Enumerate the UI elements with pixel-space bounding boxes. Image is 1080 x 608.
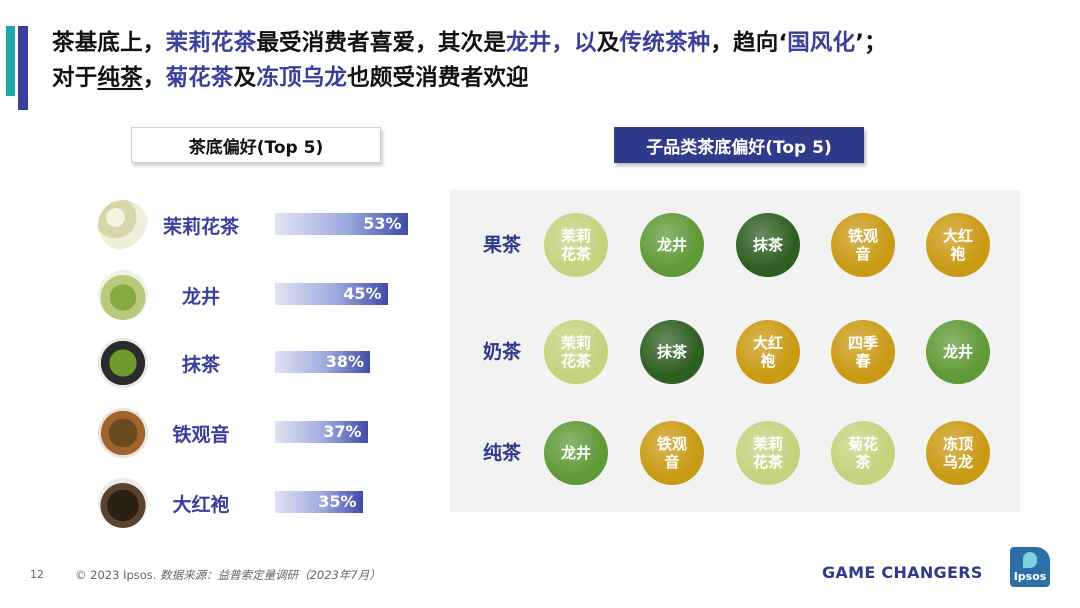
tea-base-circle: 茉莉 花茶 (736, 421, 800, 485)
preference-bar: 35% (275, 491, 363, 513)
tea-base-circle: 茉莉 花茶 (544, 320, 608, 384)
headline-text: 及 (233, 65, 257, 91)
headline-text: 最受消费者喜爱，其次是 (256, 30, 507, 56)
headline-line-2: 对于纯茶，菊花茶及冻顶乌龙也颇受消费者欢迎 (52, 61, 1062, 96)
circle-label: 龙井 (560, 444, 591, 462)
bar-row: 龙井 45% (98, 270, 428, 320)
bar-row: 抹茶 38% (98, 338, 428, 388)
bar-value-label: 35% (318, 492, 357, 511)
tea-base-circle: 铁观音 (831, 213, 895, 277)
tea-base-circle: 冻顶 乌龙 (926, 421, 990, 485)
copyright-text: © 2023 Ipsos. (75, 568, 157, 582)
tea-base-circle: 菊花茶 (831, 421, 895, 485)
page-number: 12 (30, 568, 44, 581)
tea-name-label: 铁观音 (172, 423, 230, 446)
ipsos-logo: Ipsos (1010, 547, 1050, 587)
circle-label: 抹茶 (656, 343, 687, 361)
headline-highlight: 冻顶乌龙 (256, 65, 348, 91)
tea-base-circle: 茉莉 花茶 (544, 213, 608, 277)
circle-label: 茉莉 花茶 (752, 435, 783, 471)
bar-row: 茉莉花茶 53% (98, 200, 428, 250)
tea-base-circle: 龙井 (544, 421, 608, 485)
accent-bar-blue (18, 26, 28, 110)
headline-text: ’； (855, 30, 887, 56)
headline-text: 对于 (52, 65, 98, 91)
tea-name-label: 抹茶 (181, 353, 220, 376)
game-changers-brand: GAME CHANGERS (822, 563, 983, 582)
tea-name-label: 茉莉花茶 (162, 215, 239, 238)
circle-label: 茉莉 花茶 (560, 227, 591, 263)
category-label: 纯茶 (483, 442, 522, 464)
tea-name-label: 大红袍 (172, 493, 230, 516)
circle-label: 龙井 (656, 236, 687, 254)
circle-label: 铁观音 (656, 435, 687, 471)
bar-row: 大红袍 35% (98, 478, 428, 528)
headline-text: ，趋向‘ (710, 30, 788, 56)
bar-value-label: 45% (343, 284, 382, 303)
preference-bar: 37% (275, 421, 368, 443)
headline-text: 茶基底上， (52, 30, 166, 56)
headline-text: ， (142, 65, 166, 91)
tea-base-circle: 龙井 (640, 213, 704, 277)
preference-bar: 53% (275, 213, 408, 235)
bar-value-label: 38% (325, 352, 364, 371)
headline-highlight: 菊花茶 (165, 65, 234, 91)
preference-bar: 38% (275, 351, 370, 373)
jasmine-tea-icon (98, 200, 148, 250)
bar-value-label: 37% (323, 422, 362, 441)
source-text: 数据来源：益普索定量调研（2023年7月） (160, 568, 381, 582)
tea-base-circle: 龙井 (926, 320, 990, 384)
circle-label: 抹茶 (752, 236, 783, 254)
tea-base-circle: 抹茶 (640, 320, 704, 384)
category-label: 奶茶 (483, 341, 522, 363)
circle-label: 冻顶 乌龙 (942, 435, 973, 471)
headline-highlight: 龙井，以 (506, 30, 597, 56)
headline-text: 及 (596, 30, 620, 56)
circle-label: 茉莉 花茶 (560, 334, 591, 370)
circle-label: 大红袍 (752, 334, 783, 370)
preference-bar: 45% (275, 283, 388, 305)
base-preference-title: 茶底偏好(Top 5) (131, 127, 381, 163)
subcategory-preference-title: 子品类茶底偏好(Top 5) (614, 127, 864, 163)
footer-copyright: © 2023 Ipsos. 数据来源：益普索定量调研（2023年7月） (75, 567, 381, 583)
logo-drop-icon (1023, 552, 1037, 568)
circle-label: 龙井 (942, 343, 973, 361)
bar-row: 铁观音 37% (98, 408, 428, 458)
bar-value-label: 53% (363, 214, 402, 233)
longjing-tea-icon (98, 270, 148, 320)
headline-highlight: 茉莉花茶 (165, 30, 257, 56)
tea-base-circle: 抹茶 (736, 213, 800, 277)
tea-base-circle: 大红袍 (736, 320, 800, 384)
category-label: 果茶 (483, 234, 522, 256)
headline-text: 也颇受消费者欢迎 (347, 65, 529, 91)
matcha-icon (98, 338, 148, 388)
tea-base-circle: 铁观音 (640, 421, 704, 485)
tea-name-label: 龙井 (181, 285, 220, 308)
dahongpao-icon (98, 478, 148, 528)
accent-bar-teal (6, 26, 15, 96)
tieguanyin-icon (98, 408, 148, 458)
headline-line-1: 茶基底上，茉莉花茶最受消费者喜爱，其次是龙井，以及传统茶种，趋向‘国风化’； (52, 26, 1062, 61)
circle-label: 菊花茶 (847, 435, 878, 471)
tea-base-circle: 大红袍 (926, 213, 990, 277)
headline-highlight: 传统茶种 (619, 30, 711, 56)
logo-text: Ipsos (1013, 570, 1047, 583)
headline-highlight: 国风化 (787, 30, 856, 56)
tea-base-circle: 四季春 (831, 320, 895, 384)
circle-label: 铁观音 (847, 227, 878, 263)
headline: 茶基底上，茉莉花茶最受消费者喜爱，其次是龙井，以及传统茶种，趋向‘国风化’； 对… (52, 26, 1062, 96)
circle-label: 大红袍 (942, 227, 973, 263)
headline-underlined: 纯茶 (97, 65, 143, 91)
circle-label: 四季春 (847, 334, 878, 370)
